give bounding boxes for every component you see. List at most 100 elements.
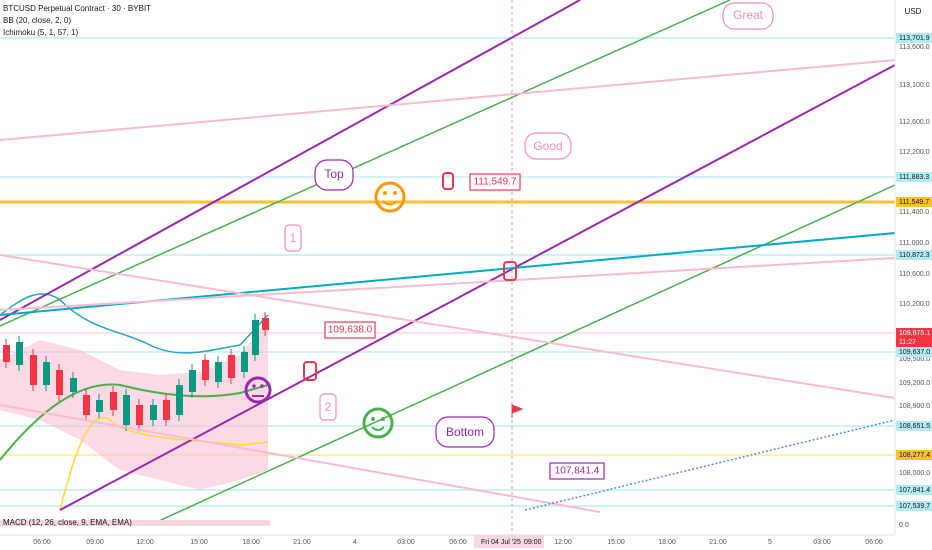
- candle: [150, 405, 157, 420]
- trend-lines: [0, 0, 896, 526]
- candle: [83, 395, 90, 415]
- time-label: 21:00: [709, 539, 727, 546]
- time-label: 06:00: [865, 539, 883, 546]
- candle: [136, 405, 143, 425]
- candle: [262, 318, 269, 330]
- price-tag: [896, 421, 932, 431]
- price-label: 112,600.0: [899, 119, 930, 126]
- candle: [241, 352, 248, 372]
- price-label: 0.0: [899, 522, 909, 529]
- candle: [189, 370, 196, 392]
- candle: [70, 378, 77, 392]
- currency: USD: [905, 7, 922, 16]
- price-tag: [896, 172, 932, 182]
- price-note: 107,841.4: [555, 466, 600, 477]
- price-label: 113,100.0: [899, 82, 930, 89]
- price-label: 112,200.0: [899, 149, 930, 156]
- price-tag: [896, 347, 932, 357]
- callouts: [284, 2, 774, 480]
- time-label: 12:00: [136, 539, 154, 546]
- callout-text: 2: [325, 400, 332, 414]
- time-label: 18:00: [658, 539, 676, 546]
- candle: [43, 362, 50, 385]
- price-label: 108,000.0: [899, 470, 930, 477]
- price-tag-text: 111,883.3: [899, 174, 929, 181]
- time-label: 18:00: [242, 539, 260, 546]
- time-label: 06:00: [449, 539, 467, 546]
- price-tag-text: 107,841.4: [899, 487, 930, 494]
- callout-text: Bottom: [446, 425, 484, 439]
- header-symbol: BTCUSD Perpetual Contract · 30 · BYBIT: [3, 4, 151, 13]
- candle: [123, 395, 130, 425]
- callout-text: Top: [324, 167, 344, 181]
- candle: [3, 345, 10, 362]
- candle: [176, 385, 183, 415]
- macd-hist: [0, 520, 270, 526]
- bb-fill: [0, 320, 268, 490]
- header-indicator: Ichimoku (5, 1, 57, 1): [3, 28, 78, 37]
- time-label: 5: [768, 539, 772, 546]
- callout-text: Great: [733, 8, 764, 22]
- macd-label: MACD (12, 26, close, 9, EMA, EMA): [3, 518, 132, 527]
- price-tag-text: 109,637.0: [899, 349, 930, 356]
- candle: [30, 355, 37, 385]
- price-note: 109,638.0: [328, 325, 373, 336]
- price-label: 111,000.0: [899, 240, 929, 247]
- time-label: 15:00: [607, 539, 625, 546]
- price-tag-text: 110,872.3: [899, 252, 930, 259]
- candle: [96, 400, 103, 412]
- flag: [511, 404, 524, 418]
- candle: [56, 370, 63, 395]
- price-tag: [896, 328, 932, 338]
- time-label: 03:00: [813, 539, 831, 546]
- candle: [252, 320, 259, 355]
- candle: [228, 355, 235, 378]
- time-label: 12:00: [554, 539, 572, 546]
- price-label: 113,600.0: [899, 44, 930, 51]
- header-indicator: BB (20, close, 2, 0): [3, 16, 71, 25]
- candle: [202, 360, 209, 380]
- price-tag-text: 11:27: [899, 339, 916, 346]
- callout-text: Good: [533, 139, 562, 153]
- candles: [3, 312, 269, 431]
- price-label: 111,400.0: [899, 209, 929, 216]
- time-label: 15:00: [190, 539, 208, 546]
- price-tag: [896, 197, 932, 207]
- candle: [215, 362, 222, 382]
- candle: [16, 342, 23, 365]
- price-tag: [896, 33, 932, 43]
- price-tag: [896, 337, 932, 347]
- time-label: 21:00: [293, 539, 311, 546]
- hand-icons: [303, 172, 517, 381]
- candle: [163, 400, 170, 420]
- time-label: 03:00: [397, 539, 415, 546]
- price-label: 108,900.0: [899, 403, 930, 410]
- price-label: 110,600.0: [899, 271, 930, 278]
- price-tag: [896, 501, 932, 511]
- price-tag-text: 108,651.5: [899, 423, 930, 430]
- price-note: 111,549.7: [473, 177, 516, 188]
- candle: [110, 392, 117, 410]
- time-label: 06:00: [33, 539, 51, 546]
- cursor-tag: [474, 535, 544, 548]
- bb-basis: [0, 383, 269, 461]
- price-tag-text: 111,549.7: [899, 199, 929, 206]
- price-tag: [896, 485, 932, 495]
- smileys: [244, 181, 406, 439]
- time-label: 4: [353, 539, 357, 546]
- price-tag-text: 109,875.1: [899, 330, 930, 337]
- price-label: 109,500.0: [899, 356, 930, 363]
- price-label: 109,200.0: [899, 380, 930, 387]
- callout-text: 1: [290, 231, 297, 245]
- bb-upper: [0, 293, 269, 354]
- price-tag: [896, 450, 932, 460]
- cursor-date: Fri 04 Jul '25: [481, 539, 521, 546]
- price-label: 110,200.0: [899, 301, 930, 308]
- cursor-time: 09:00: [524, 539, 542, 546]
- level-lines: [0, 37, 895, 507]
- price-tag: [896, 250, 932, 260]
- time-label: 09:00: [86, 539, 104, 546]
- price-tag-text: 113,701.9: [899, 35, 930, 42]
- price-tag-text: 107,539.7: [899, 503, 930, 510]
